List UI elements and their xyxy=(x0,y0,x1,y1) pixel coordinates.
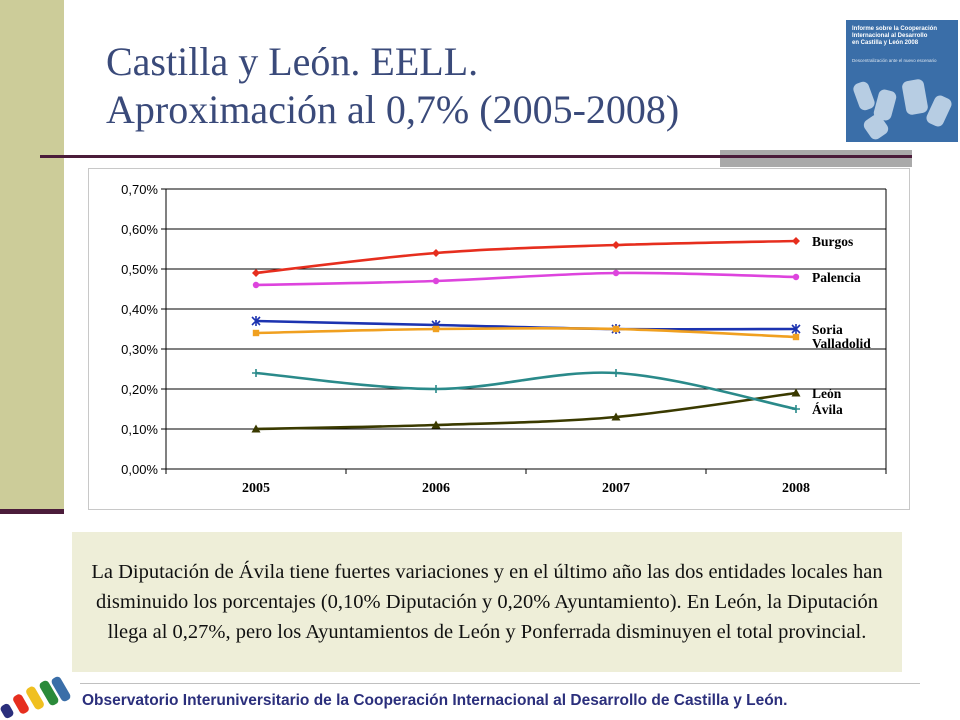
series-label-palencia: Palencia xyxy=(812,270,861,285)
series-label-burgos: Burgos xyxy=(812,234,853,249)
series-line-leon xyxy=(255,391,797,431)
report-cover-thumbnail: Informe sobre la Cooperación Internacion… xyxy=(846,20,958,142)
slide-title: Castilla y León. EELL. Aproximación al 0… xyxy=(106,38,679,134)
data-point-avila xyxy=(792,405,800,413)
y-tick-label: 0,50% xyxy=(121,262,158,277)
data-point-soria xyxy=(251,316,261,326)
data-point-soria xyxy=(791,324,801,334)
title-rule xyxy=(40,155,912,158)
slide-title-line1: Castilla y León. EELL. xyxy=(106,39,479,84)
series-line-valladolid xyxy=(255,326,797,339)
y-tick-label: 0,10% xyxy=(121,422,158,437)
data-point-burgos xyxy=(612,241,620,249)
cover-line-2: Internacional al Desarrollo xyxy=(852,33,928,39)
cover-title: Informe sobre la Cooperación Internacion… xyxy=(852,26,937,47)
series-label-soria: Soria xyxy=(812,322,843,337)
commentary-text: La Diputación de Ávila tiene fuertes var… xyxy=(91,561,883,643)
series-label-avila: Ávila xyxy=(812,402,843,417)
data-point-palencia xyxy=(612,269,620,277)
footer-organization: Observatorio Interuniversitario de la Co… xyxy=(82,692,788,709)
line-chart-svg: 0,00% 0,10% 0,20% 0,30% 0,40% 0,50% 0,60% 0,70%… xyxy=(121,182,887,496)
cover-cylinder-4 xyxy=(924,93,954,129)
y-tick-label: 0,00% xyxy=(121,462,158,477)
title-rule-accent xyxy=(720,150,912,167)
data-point-palencia xyxy=(792,273,800,281)
left-bar-foot xyxy=(0,509,64,514)
cover-line-3: en Castilla y León 2008 xyxy=(852,40,919,46)
left-decorative-bar xyxy=(0,0,64,512)
cover-subtitle: Descentralización ante el nuevo escenari… xyxy=(852,58,937,63)
cover-line-1: Informe sobre la Cooperación xyxy=(852,26,938,32)
data-point-burgos xyxy=(432,249,440,257)
data-point-avila xyxy=(252,369,260,377)
data-point-burgos xyxy=(792,237,800,245)
y-tick-label: 0,60% xyxy=(121,222,158,237)
slide-title-line2: Aproximación al 0,7% (2005-2008) xyxy=(106,87,680,132)
data-point-leon xyxy=(251,424,261,433)
cover-cylinder-1 xyxy=(851,80,877,112)
data-point-avila xyxy=(612,369,620,377)
series-line-burgos xyxy=(255,239,797,275)
series-line-palencia xyxy=(255,271,797,287)
data-point-leon xyxy=(791,388,801,397)
x-tick-label: 2005 xyxy=(242,481,270,496)
footer-rule xyxy=(80,683,920,684)
series-label-leon: León xyxy=(812,386,842,401)
data-point-palencia xyxy=(252,281,260,289)
series-line-avila xyxy=(255,371,797,411)
x-tick-label: 2006 xyxy=(422,481,450,496)
x-tick-label: 2007 xyxy=(602,481,630,496)
data-point-valladolid xyxy=(252,329,260,337)
x-tick-label: 2008 xyxy=(782,481,810,496)
series-label-valladolid: Valladolid xyxy=(812,336,871,351)
cover-cylinder-3 xyxy=(901,78,929,116)
y-tick-label: 0,70% xyxy=(121,182,158,197)
data-point-burgos xyxy=(252,269,260,277)
observatory-logo xyxy=(0,676,71,719)
data-point-leon xyxy=(431,420,441,429)
line-chart: 0,00% 0,10% 0,20% 0,30% 0,40% 0,50% 0,60% 0,70%… xyxy=(88,168,910,510)
y-tick-label: 0,20% xyxy=(121,382,158,397)
data-point-valladolid xyxy=(432,325,440,333)
data-point-palencia xyxy=(432,277,440,285)
data-point-valladolid xyxy=(792,333,800,341)
data-point-leon xyxy=(611,412,621,421)
y-tick-label: 0,40% xyxy=(121,302,158,317)
commentary-box: La Diputación de Ávila tiene fuertes var… xyxy=(72,532,902,672)
data-point-valladolid xyxy=(612,325,620,333)
data-point-avila xyxy=(432,385,440,393)
y-tick-label: 0,30% xyxy=(121,342,158,357)
